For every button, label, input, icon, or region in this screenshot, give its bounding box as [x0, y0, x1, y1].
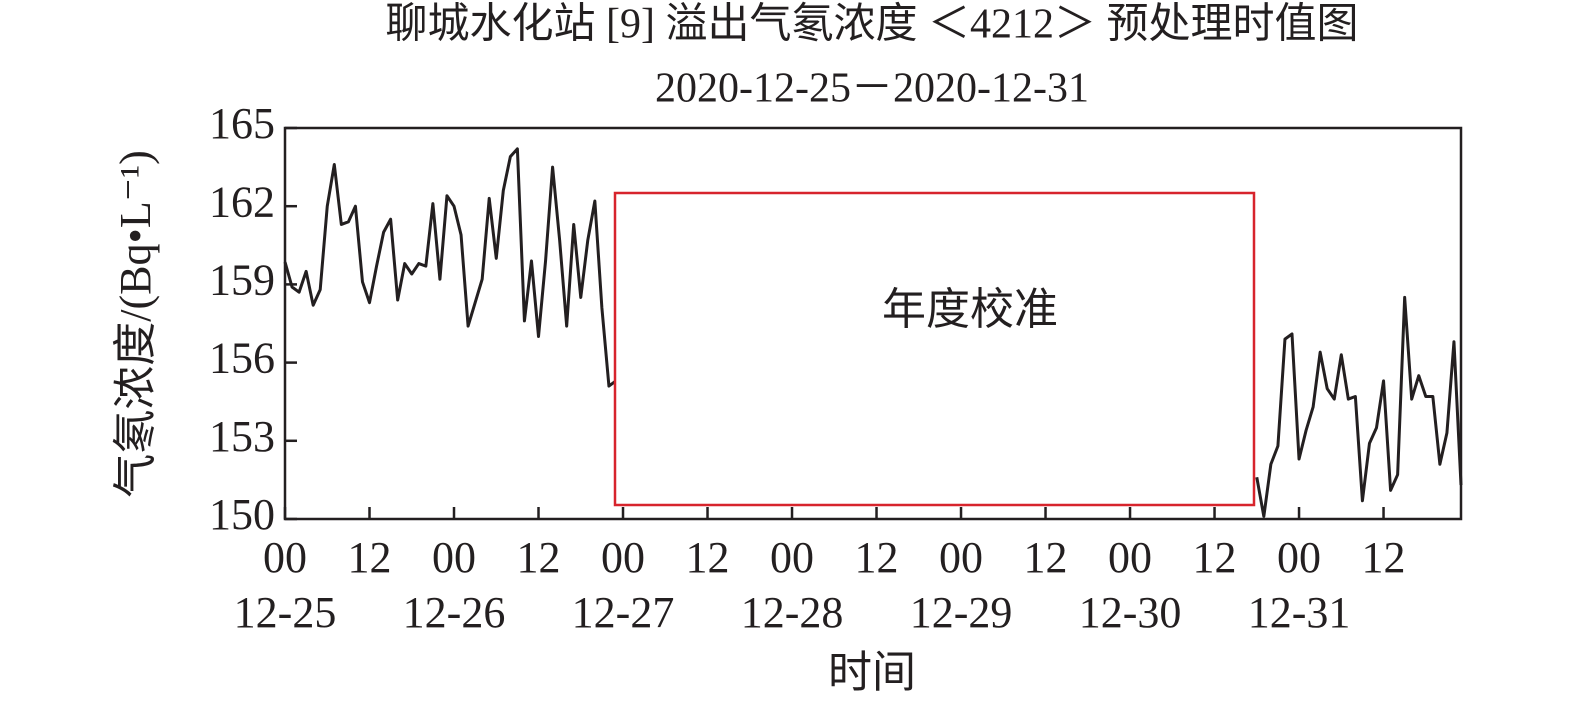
x-date-label: 12-30 [1079, 588, 1182, 637]
x-date-label: 12-29 [910, 588, 1013, 637]
y-tick-label: 165 [209, 99, 275, 148]
x-tick-label: 00 [1108, 533, 1152, 582]
x-tick-label: 12 [348, 533, 392, 582]
x-date-label: 12-26 [403, 588, 506, 637]
x-tick-label: 12 [517, 533, 561, 582]
data-line [283, 147, 1463, 518]
x-date-label: 12-28 [741, 588, 844, 637]
x-tick-label: 00 [601, 533, 645, 582]
y-tick-label: 153 [209, 412, 275, 461]
plot-frame [283, 126, 1463, 521]
x-date-label: 12-27 [572, 588, 675, 637]
x-axis-label: 时间 [828, 648, 916, 697]
x-tick-label: 00 [263, 533, 307, 582]
x-tick-label: 12 [686, 533, 730, 582]
x-date-label: 12-25 [234, 588, 337, 637]
x-tick-label: 00 [939, 533, 983, 582]
chart-title: 聊城水化站 [9] 溢出气氡浓度 ＜4212＞ 预处理时值图 [386, 1, 1359, 48]
x-tick-label: 12 [855, 533, 899, 582]
x-tick-label: 00 [432, 533, 476, 582]
x-date-label: 12-31 [1248, 588, 1351, 637]
y-tick-label: 162 [209, 177, 275, 226]
y-tick-label: 150 [209, 490, 275, 539]
x-tick-label: 12 [1193, 533, 1237, 582]
annotation-box [613, 191, 1256, 507]
y-tick-label: 159 [209, 255, 275, 304]
x-tick-label: 00 [770, 533, 814, 582]
y-tick-label: 156 [209, 334, 275, 383]
x-tick-label: 12 [1362, 533, 1406, 582]
x-tick-label: 12 [1024, 533, 1068, 582]
x-tick-label: 00 [1277, 533, 1321, 582]
annotation-text: 年度校准 [882, 285, 1058, 334]
y-axis-label: 气氡浓度/(Bq•L⁻¹) [111, 150, 160, 498]
chart-subtitle: 2020-12-25－2020-12-31 [655, 66, 1089, 112]
